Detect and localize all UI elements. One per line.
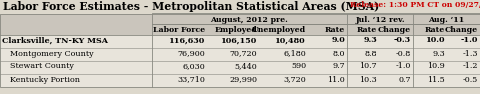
Text: 11.0: 11.0 <box>327 75 345 83</box>
Text: 70,720: 70,720 <box>229 50 257 58</box>
Text: -0.8: -0.8 <box>396 50 411 58</box>
Text: 10.7: 10.7 <box>360 63 377 70</box>
Text: Jul. ’12 rev.: Jul. ’12 rev. <box>355 16 405 24</box>
Text: 6,180: 6,180 <box>283 50 306 58</box>
Text: 0.7: 0.7 <box>398 75 411 83</box>
Text: -0.3: -0.3 <box>394 36 411 44</box>
Text: Rate: Rate <box>325 25 345 33</box>
Text: 9.7: 9.7 <box>332 63 345 70</box>
Text: 29,990: 29,990 <box>229 75 257 83</box>
Text: Aug. ’11: Aug. ’11 <box>428 16 465 24</box>
Text: Kentucky Portion: Kentucky Portion <box>10 75 80 83</box>
Text: 10.3: 10.3 <box>359 75 377 83</box>
Bar <box>0 14 480 87</box>
Text: 10,480: 10,480 <box>276 36 306 44</box>
Text: 10.9: 10.9 <box>427 63 445 70</box>
Text: 76,900: 76,900 <box>177 50 205 58</box>
Text: Release: 1:30 PM CT on 09/27/2012: Release: 1:30 PM CT on 09/27/2012 <box>350 2 480 9</box>
Text: Labor Force Estimates - Metropolitan Statistical Areas (MSA): Labor Force Estimates - Metropolitan Sta… <box>3 2 379 13</box>
Text: Employed: Employed <box>214 25 257 33</box>
Text: Unemployed: Unemployed <box>252 25 306 33</box>
Text: 8.8: 8.8 <box>364 50 377 58</box>
Text: -1.0: -1.0 <box>396 63 411 70</box>
Bar <box>0 35 480 87</box>
Text: 116,630: 116,630 <box>169 36 205 44</box>
Text: Montgomery County: Montgomery County <box>10 50 94 58</box>
Text: 10.0: 10.0 <box>425 36 445 44</box>
Text: August, 2012 pre.: August, 2012 pre. <box>211 16 288 24</box>
Bar <box>0 14 480 35</box>
Text: Labor Force: Labor Force <box>153 25 205 33</box>
Text: Rate: Rate <box>425 25 445 33</box>
Text: Change: Change <box>378 25 411 33</box>
Text: 11.5: 11.5 <box>427 75 445 83</box>
Text: -1.3: -1.3 <box>463 50 478 58</box>
Text: 3,720: 3,720 <box>283 75 306 83</box>
Text: 6,030: 6,030 <box>182 63 205 70</box>
Text: Clarksville, TN-KY MSA: Clarksville, TN-KY MSA <box>2 36 108 44</box>
Text: Change: Change <box>445 25 478 33</box>
Text: Rate: Rate <box>357 25 377 33</box>
Bar <box>152 13 480 24</box>
Text: 8.0: 8.0 <box>333 50 345 58</box>
Text: 106,150: 106,150 <box>221 36 257 44</box>
Text: -0.5: -0.5 <box>463 75 478 83</box>
Text: 9.3: 9.3 <box>363 36 377 44</box>
Text: Stewart County: Stewart County <box>10 63 74 70</box>
Text: 5,440: 5,440 <box>234 63 257 70</box>
Text: 33,710: 33,710 <box>177 75 205 83</box>
Text: -1.0: -1.0 <box>461 36 478 44</box>
Text: 590: 590 <box>291 63 306 70</box>
Text: 9.3: 9.3 <box>432 50 445 58</box>
Text: -1.2: -1.2 <box>463 63 478 70</box>
Text: 9.0: 9.0 <box>331 36 345 44</box>
